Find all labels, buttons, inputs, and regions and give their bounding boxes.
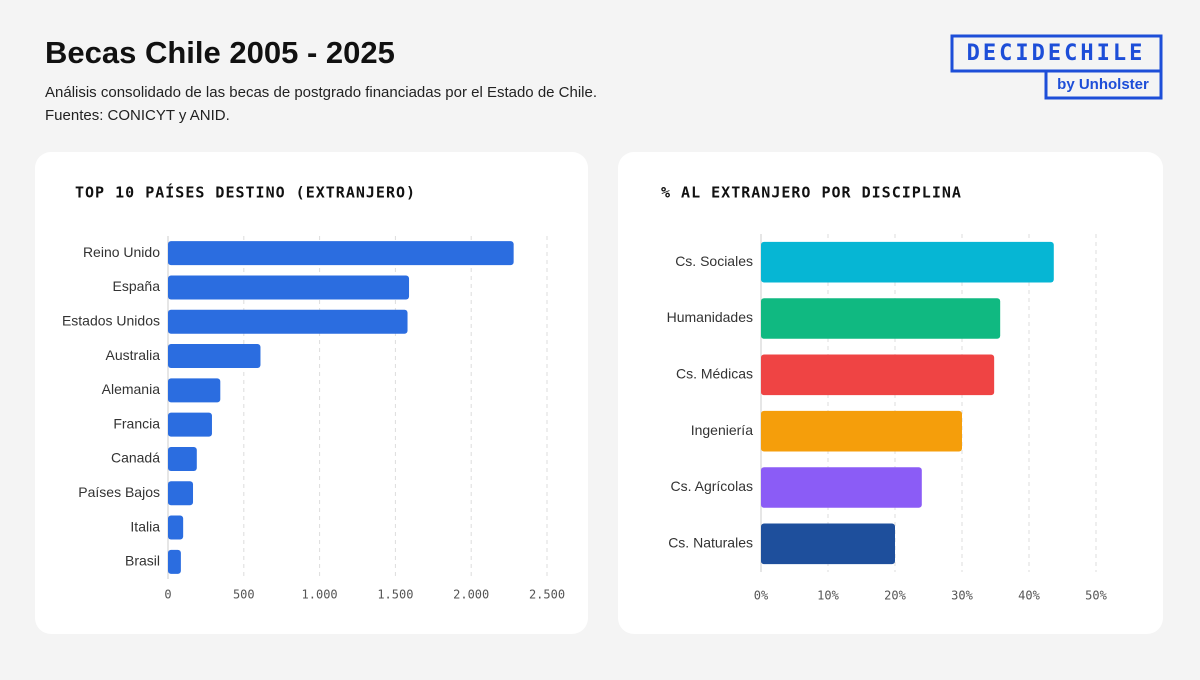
y-tick-label: Brasil (125, 553, 160, 569)
y-tick-label: Alemania (102, 381, 161, 397)
bar (168, 481, 194, 506)
x-tick-label: 10% (817, 589, 839, 603)
page-title: Becas Chile 2005 - 2025 (45, 35, 395, 70)
x-tick-label: 50% (1085, 589, 1107, 603)
y-tick-label: Cs. Sociales (675, 253, 753, 269)
bar (761, 467, 922, 508)
bar (168, 412, 212, 437)
x-tick-label: 1.000 (302, 588, 338, 602)
y-tick-label: Francia (113, 415, 160, 431)
bar (761, 354, 995, 396)
logo: DECIDECHILE by Unholster (950, 34, 1163, 100)
bar (168, 344, 261, 369)
y-tick-label: Cs. Naturales (668, 535, 753, 551)
y-tick-label: España (113, 278, 161, 294)
y-tick-label: Canadá (111, 450, 160, 466)
y-tick-label: Ingeniería (691, 422, 753, 438)
bar (168, 309, 408, 334)
bar (761, 410, 962, 452)
card (35, 152, 588, 634)
logo-sub: by Unholster (1057, 76, 1149, 93)
y-tick-label: Australia (106, 347, 161, 363)
bar (168, 549, 181, 574)
x-tick-label: 0% (754, 589, 769, 603)
x-tick-label: 20% (884, 589, 906, 603)
bar (168, 378, 221, 403)
y-tick-label: Estados Unidos (62, 312, 160, 328)
x-tick-label: 30% (951, 589, 973, 603)
x-tick-label: 2.500 (529, 588, 565, 602)
bar (168, 241, 514, 266)
x-tick-label: 1.500 (377, 588, 413, 602)
bar (761, 298, 1001, 339)
bar (761, 241, 1054, 283)
y-tick-label: Reino Unido (83, 244, 160, 260)
y-tick-label: Países Bajos (78, 484, 160, 500)
bar (168, 515, 184, 540)
logo-text: DECIDECHILE (967, 41, 1146, 66)
y-tick-label: Italia (130, 518, 160, 534)
logo-sub-box (1044, 69, 1163, 100)
bar (168, 275, 410, 300)
x-tick-label: 2.000 (453, 588, 489, 602)
x-tick-label: 40% (1018, 589, 1040, 603)
x-tick-label: 0 (164, 588, 171, 602)
bar (761, 523, 895, 565)
y-tick-label: Cs. Médicas (676, 366, 753, 382)
y-tick-label: Cs. Agrícolas (671, 478, 753, 494)
chart-title: TOP 10 PAÍSES DESTINO (EXTRANJERO) (75, 183, 416, 202)
x-tick-label: 500 (233, 588, 255, 602)
subtitle: Fuentes: CONICYT y ANID. (45, 107, 230, 124)
chart-title: % AL EXTRANJERO POR DISCIPLINA (661, 184, 962, 202)
bar (168, 446, 197, 471)
subtitle: Análisis consolidado de las becas de pos… (45, 84, 597, 101)
y-tick-label: Humanidades (667, 309, 753, 325)
